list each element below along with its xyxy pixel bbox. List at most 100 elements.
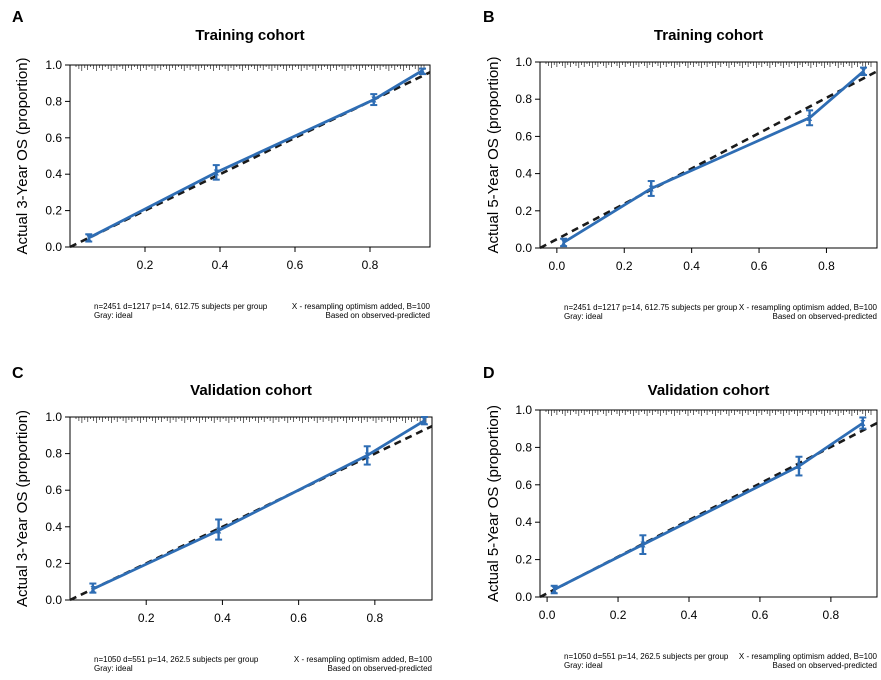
observed-line	[92, 419, 426, 591]
panel-letter: C	[12, 365, 24, 382]
y-tick-label: 0.2	[45, 556, 62, 570]
x-tick-label: 0.6	[751, 259, 768, 273]
panel-letter: B	[483, 9, 495, 26]
panel-c: C Validation cohort Actual 3-Year OS (prop…	[12, 365, 433, 673]
chart-title: Training cohort	[195, 27, 304, 44]
x-tick-label: 0.6	[752, 608, 769, 622]
y-axis-label: Actual 3-Year OS (proportion)	[14, 57, 31, 254]
rug-marks	[545, 62, 872, 68]
data-point-marker: X	[371, 96, 377, 105]
y-tick-label: 0.0	[45, 593, 62, 607]
y-tick-label: 0.0	[515, 241, 532, 255]
data-point-marker: X	[90, 585, 96, 594]
footer-right-text: X - resampling optimism added, B=100	[294, 655, 433, 664]
y-axis-label: Actual 5-Year OS (proportion)	[485, 405, 502, 602]
data-point-marker: X	[552, 586, 558, 595]
data-point-marker: X	[860, 419, 866, 428]
observed-line	[553, 421, 864, 591]
footer-right-text: Based on observed-predicted	[772, 312, 877, 321]
rug-marks	[75, 417, 427, 423]
panel-letter: A	[12, 9, 24, 26]
y-tick-label: 1.0	[45, 58, 62, 72]
panel-a: A Training cohort Actual 3-Year OS (propor…	[12, 9, 431, 320]
panel-letter: D	[483, 365, 495, 382]
data-point-marker: X	[861, 67, 867, 76]
y-tick-label: 0.2	[515, 204, 532, 218]
panel-b: B Training cohort Actual 5-Year OS (propor…	[483, 9, 878, 321]
data-point-marker: X	[214, 168, 220, 177]
x-tick-label: 0.0	[539, 608, 556, 622]
y-tick-label: 0.6	[45, 131, 62, 145]
y-tick-label: 1.0	[515, 55, 532, 69]
ideal-line	[539, 70, 878, 250]
x-tick-label: 0.6	[290, 611, 307, 625]
footer-left-text: n=1050 d=551 p=14, 262.5 subjects per gr…	[94, 655, 259, 664]
y-tick-label: 1.0	[515, 403, 532, 417]
data-point-marker: X	[561, 238, 567, 247]
plot-frame	[539, 61, 878, 249]
footer-left-text: n=2451 d=1217 p=14, 612.75 subjects per …	[564, 303, 738, 312]
data-point-marker: X	[796, 462, 802, 471]
x-tick-label: 0.2	[610, 608, 627, 622]
y-tick-label: 1.0	[45, 410, 62, 424]
chart-title: Validation cohort	[190, 382, 312, 399]
data-point-marker: X	[640, 541, 646, 550]
y-axis-label: Actual 5-Year OS (proportion)	[485, 56, 502, 253]
chart-title: Training cohort	[654, 27, 763, 44]
footer-left-text: Gray: ideal	[94, 311, 133, 320]
footer-left-text: Gray: ideal	[564, 661, 603, 670]
y-tick-label: 0.6	[45, 483, 62, 497]
footer-left-text: Gray: ideal	[564, 312, 603, 321]
panel-d: D Validation cohort Actual 5-Year OS (prop…	[483, 365, 878, 670]
footer-left-text: n=2451 d=1217 p=14, 612.75 subjects per …	[94, 302, 268, 311]
y-tick-label: 0.8	[45, 447, 62, 461]
y-axis-label: Actual 3-Year OS (proportion)	[14, 410, 31, 607]
chart-title: Validation cohort	[648, 382, 770, 399]
x-tick-label: 0.4	[214, 611, 231, 625]
data-point-marker: X	[86, 234, 92, 243]
data-point-marker: X	[807, 114, 813, 123]
plot-frame	[69, 64, 431, 248]
y-tick-label: 0.4	[515, 167, 532, 181]
plot-frame	[69, 416, 433, 601]
y-tick-label: 0.6	[515, 478, 532, 492]
y-tick-label: 0.2	[45, 204, 62, 218]
footer-right-text: X - resampling optimism added, B=100	[739, 303, 878, 312]
footer-right-text: Based on observed-predicted	[325, 311, 430, 320]
data-point-marker: X	[420, 66, 426, 75]
observed-line	[562, 70, 865, 244]
x-tick-label: 0.2	[616, 259, 633, 273]
data-point-marker: X	[216, 526, 222, 535]
rug-marks	[545, 410, 872, 416]
x-tick-label: 0.8	[366, 611, 383, 625]
observed-line	[88, 69, 424, 240]
x-tick-label: 0.4	[681, 608, 698, 622]
footer-left-text: Gray: ideal	[94, 664, 133, 673]
y-tick-label: 0.6	[515, 129, 532, 143]
y-tick-label: 0.4	[515, 515, 532, 529]
data-point-marker: X	[422, 417, 428, 426]
footer-right-text: X - resampling optimism added, B=100	[739, 652, 878, 661]
footer-left-text: n=1050 d=551 p=14, 262.5 subjects per gr…	[564, 652, 729, 661]
y-tick-label: 0.8	[45, 94, 62, 108]
y-tick-label: 0.2	[515, 553, 532, 567]
y-tick-label: 0.0	[45, 240, 62, 254]
footer-right-text: Based on observed-predicted	[772, 661, 877, 670]
y-tick-label: 0.8	[515, 92, 532, 106]
y-tick-label: 0.8	[515, 440, 532, 454]
footer-right-text: Based on observed-predicted	[327, 664, 432, 673]
x-tick-label: 0.8	[362, 258, 379, 272]
x-tick-label: 0.4	[683, 259, 700, 273]
footer-right-text: X - resampling optimism added, B=100	[292, 302, 431, 311]
x-tick-label: 0.8	[823, 608, 840, 622]
x-tick-label: 0.6	[287, 258, 304, 272]
data-point-marker: X	[365, 451, 371, 460]
plot-frame	[539, 409, 878, 598]
data-point-marker: X	[649, 184, 655, 193]
rug-marks	[75, 65, 425, 71]
y-tick-label: 0.0	[515, 590, 532, 604]
y-tick-label: 0.4	[45, 167, 62, 181]
x-tick-label: 0.4	[212, 258, 229, 272]
y-tick-label: 0.4	[45, 520, 62, 534]
